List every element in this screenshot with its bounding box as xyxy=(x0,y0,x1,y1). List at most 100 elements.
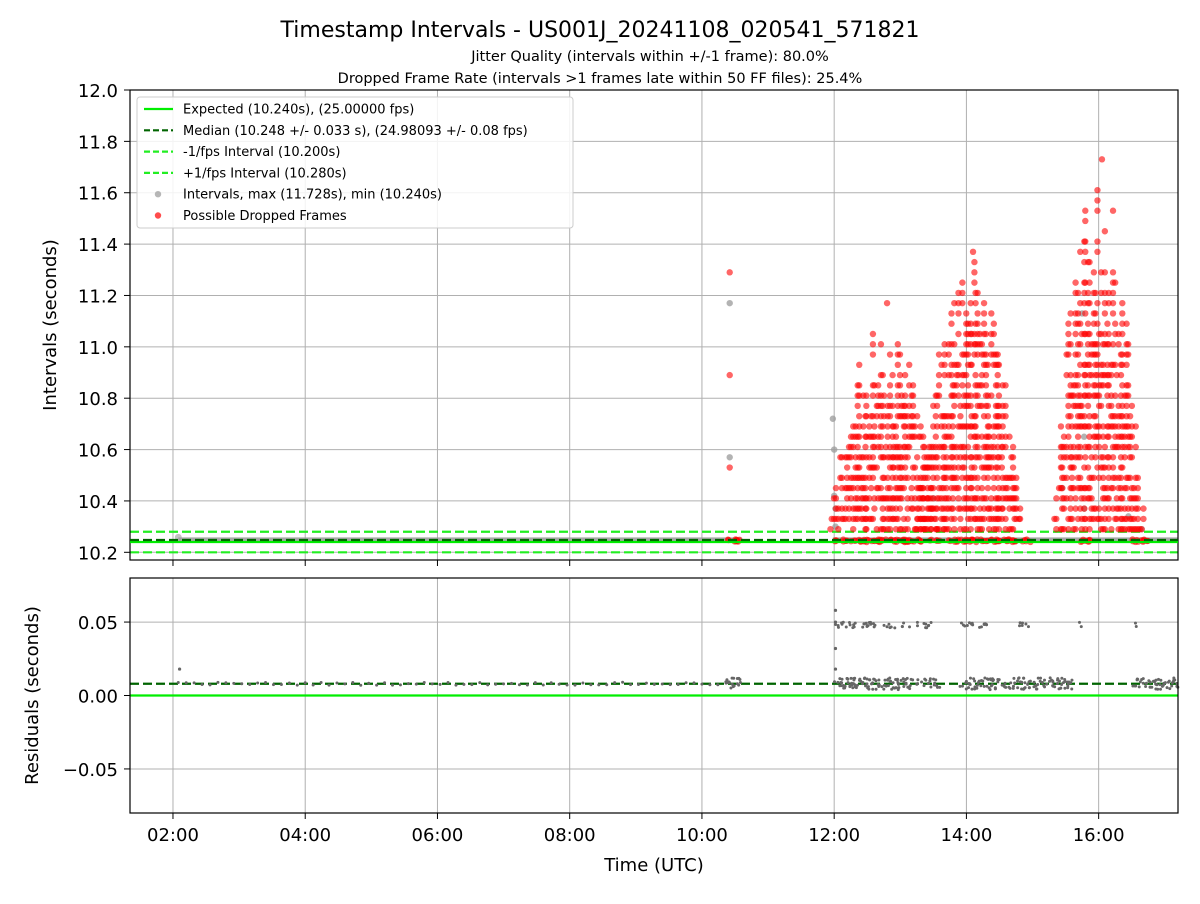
residual-point xyxy=(1036,676,1040,680)
residual-point xyxy=(1057,687,1061,691)
residual-point xyxy=(729,686,733,690)
residual-point xyxy=(684,681,688,685)
dropped-frame-point xyxy=(1134,515,1142,523)
residual-point xyxy=(845,677,849,681)
dropped-frame-point xyxy=(1108,525,1115,533)
dropped-frame-point xyxy=(1060,433,1068,440)
time-x-tick-label: 12:00 xyxy=(808,825,860,846)
residual-point xyxy=(1038,679,1042,683)
dropped-frame-point xyxy=(1126,412,1134,420)
dropped-frame-point xyxy=(1119,330,1126,338)
dropped-frame-point xyxy=(896,351,904,358)
residual-point xyxy=(908,684,912,688)
dropped-frame-point xyxy=(873,464,880,471)
residual-point xyxy=(462,682,466,686)
residual-point xyxy=(660,682,664,686)
dropped-frame-point xyxy=(1086,423,1093,430)
dropped-frame-point xyxy=(856,412,863,420)
dropped-frame-point xyxy=(957,515,964,523)
dropped-frame-point xyxy=(1105,330,1112,338)
residual-point xyxy=(895,677,899,681)
residual-point xyxy=(1020,680,1024,684)
dropped-frame-point xyxy=(863,392,870,399)
dropped-frame-point xyxy=(1128,402,1136,410)
residual-point xyxy=(926,681,930,685)
residual-point xyxy=(311,683,315,687)
dropped-frame-point xyxy=(1101,525,1109,533)
residual-point xyxy=(613,681,617,685)
dropped-frame-point xyxy=(886,392,894,399)
residual-point xyxy=(1024,622,1028,626)
residual-point xyxy=(573,683,577,687)
intervals-y-ticks: 10.2 10.4 10.6 10.8 11.0 11.2 11.4 11.6 11.8 12.0 xyxy=(78,81,130,564)
residual-point xyxy=(871,687,875,691)
dropped-frame-point xyxy=(1109,341,1117,348)
dropped-frame-point xyxy=(901,392,909,399)
residual-point xyxy=(971,623,975,627)
residual-point xyxy=(1043,678,1047,682)
dropped-frame-point xyxy=(1053,515,1060,523)
dropped-frame-point xyxy=(935,392,943,399)
residual-point xyxy=(177,667,182,671)
dropped-frame-point xyxy=(867,484,875,492)
intervals-x-ticks xyxy=(172,560,1100,566)
residual-point xyxy=(1036,682,1040,686)
dropped-frame-point xyxy=(988,495,995,502)
dropped-frame-point xyxy=(971,269,978,276)
dropped-frame-point xyxy=(1002,515,1009,523)
residual-point xyxy=(908,687,912,691)
dropped-frame-point xyxy=(877,341,885,348)
dropped-frame-point xyxy=(967,299,974,307)
dropped-frame-point xyxy=(1134,505,1142,512)
residual-point xyxy=(541,683,545,687)
dropped-frame-point xyxy=(894,341,902,348)
dropped-frame-point xyxy=(1132,423,1139,430)
dropped-frame-point xyxy=(1072,495,1079,502)
residual-point xyxy=(900,625,904,629)
dropped-frame-point xyxy=(984,484,992,492)
residual-point xyxy=(605,683,609,687)
dropped-frame-point xyxy=(964,351,972,358)
intervals-legend: Expected (10.240s), (25.00000 fps) Median… xyxy=(136,96,574,229)
residual-point xyxy=(862,676,866,680)
dropped-frame-point xyxy=(1065,525,1072,533)
dropped-frame-point xyxy=(1070,443,1077,451)
residual-point xyxy=(414,682,418,686)
dropped-frame-point xyxy=(1067,371,1074,379)
dropped-frame-point xyxy=(948,320,955,327)
residual-point xyxy=(256,681,260,685)
residual-point xyxy=(888,626,892,630)
dropped-frame-point xyxy=(898,495,905,502)
dropped-frame-point xyxy=(1086,525,1093,533)
time-x-tick-label: 04:00 xyxy=(279,825,331,846)
dropped-frame-point xyxy=(949,423,956,430)
dropped-frame-point xyxy=(1119,299,1126,307)
residual-point xyxy=(877,683,881,687)
residual-point xyxy=(1028,679,1032,683)
residual-point xyxy=(844,625,848,629)
dropped-frame-point xyxy=(1057,423,1065,430)
dropped-frame-point xyxy=(951,525,958,533)
dropped-frame-point xyxy=(948,371,955,379)
residual-point xyxy=(470,683,474,687)
residual-point xyxy=(853,676,857,680)
dropped-frame-point xyxy=(896,505,904,512)
residual-point xyxy=(924,626,928,630)
residual-point xyxy=(861,625,865,629)
dropped-frame-point xyxy=(972,423,979,430)
dropped-frame-point xyxy=(1111,320,1119,327)
dropped-frame-point xyxy=(879,371,886,379)
dropped-frame-point xyxy=(884,433,891,440)
dropped-frame-point xyxy=(982,371,990,379)
residual-point xyxy=(478,681,482,685)
residual-point xyxy=(1138,680,1142,684)
residual-point xyxy=(967,621,971,625)
dropped-frame-point xyxy=(904,515,911,523)
dropped-frame-point xyxy=(999,505,1006,512)
dropped-frame-point xyxy=(904,474,911,482)
dropped-frame-point xyxy=(988,464,995,471)
dropped-frame-point xyxy=(909,392,917,399)
residual-point xyxy=(967,686,971,690)
dropped-frame-point xyxy=(985,423,993,430)
residual-point xyxy=(991,679,995,683)
